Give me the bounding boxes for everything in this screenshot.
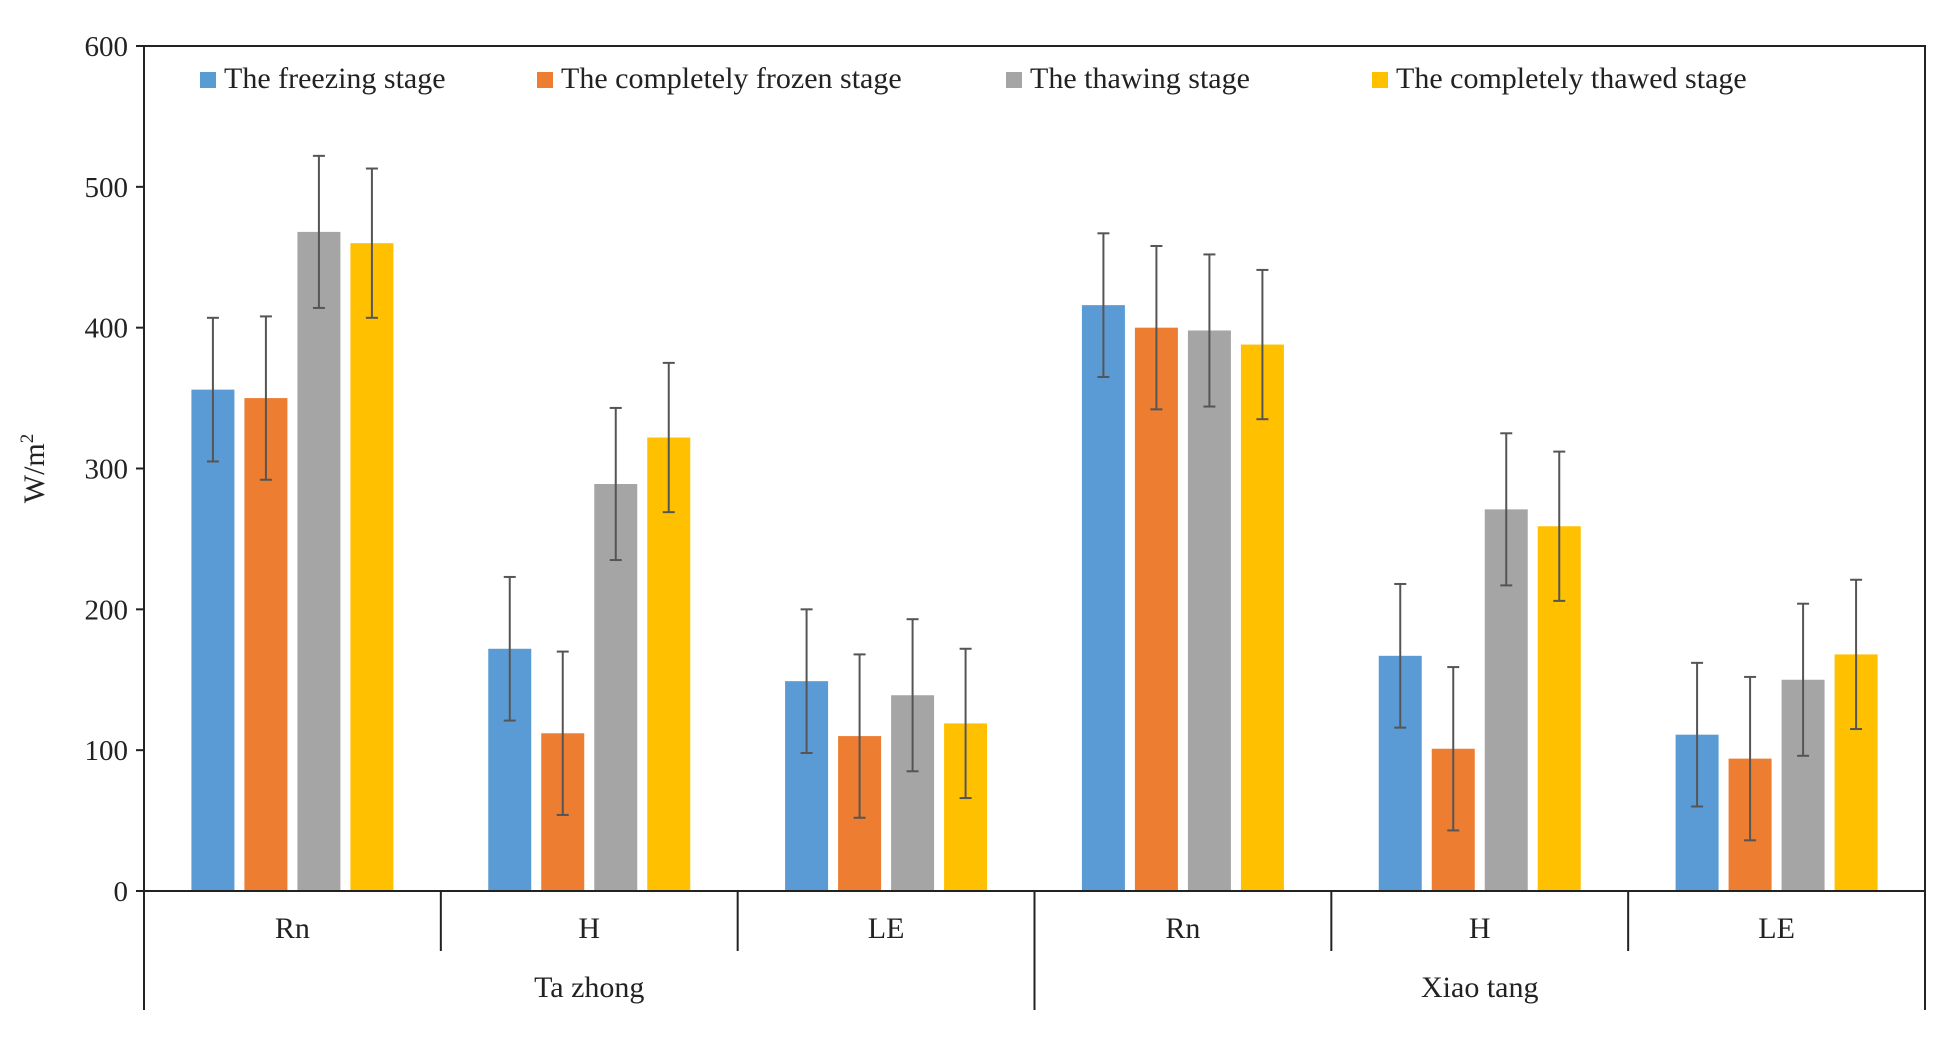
bar: [1081, 305, 1125, 892]
bar: [1240, 344, 1284, 892]
legend-label: The completely frozen stage: [561, 62, 902, 95]
x-category-label: Rn: [275, 912, 310, 945]
legend-swatch: [1372, 72, 1388, 88]
x-category-label: Rn: [1165, 912, 1200, 945]
legend-swatch: [200, 72, 216, 88]
bar: [191, 389, 235, 891]
y-tick-label: 400: [85, 313, 129, 345]
x-category-label: LE: [1758, 912, 1795, 945]
bar: [1187, 330, 1231, 891]
legend-label: The thawing stage: [1030, 62, 1250, 95]
y-tick-label: 300: [85, 454, 129, 486]
y-tick-label: 600: [85, 31, 129, 63]
plot-area-border: [143, 45, 1926, 892]
x-category-label: H: [578, 912, 600, 945]
y-tick-label: 0: [114, 876, 129, 908]
legend-swatch: [1006, 72, 1022, 88]
x-group-label: Xiao tang: [1421, 971, 1538, 1004]
y-axis-title-base: W/m: [18, 443, 51, 503]
bar: [297, 231, 341, 891]
y-axis-title-superscript: 2: [17, 434, 38, 444]
legend-label: The freezing stage: [224, 62, 446, 95]
bar: [1134, 327, 1178, 892]
y-tick-label: 100: [85, 735, 129, 767]
bar: [350, 243, 394, 891]
y-tick-label: 200: [85, 594, 129, 626]
y-axis-title: W/m2: [17, 434, 51, 504]
x-group-label: Ta zhong: [534, 971, 644, 1004]
x-category-label: H: [1469, 912, 1491, 945]
x-category-label: LE: [868, 912, 905, 945]
legend-label: The completely thawed stage: [1396, 62, 1747, 95]
legend-swatch: [537, 72, 553, 88]
y-tick-label: 500: [85, 172, 129, 204]
